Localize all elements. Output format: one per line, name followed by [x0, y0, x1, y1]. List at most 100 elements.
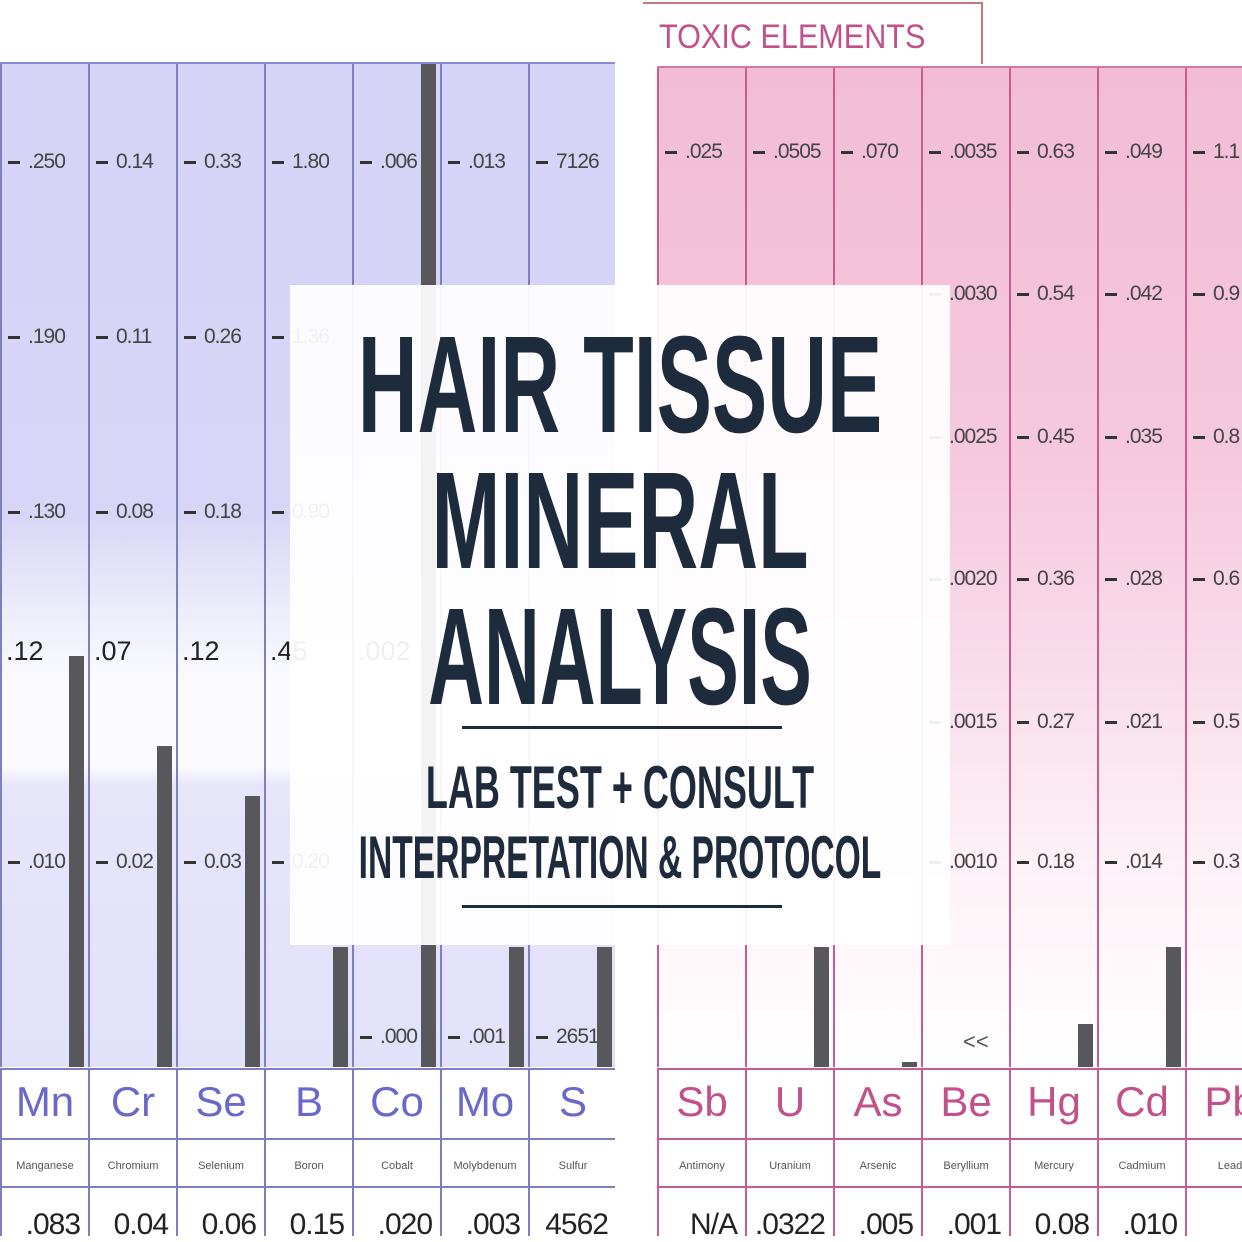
element-cell-s: S Sulfur 4562 — [528, 1068, 616, 1241]
tick-label: .000 — [360, 1025, 418, 1049]
element-cell-cd: Cd Cadmium .010 — [1097, 1068, 1185, 1241]
tick-label: 0.8 — [1193, 425, 1240, 449]
reference-label: .12 — [182, 636, 220, 666]
divider-top — [462, 726, 782, 729]
element-symbol: Cr — [110, 1078, 156, 1125]
tick-label: .0035 — [929, 140, 998, 164]
element-cell-b: B Boron 0.15 — [264, 1068, 352, 1241]
below-range-marker: << — [963, 1029, 989, 1054]
tick-label: 0.33 — [184, 150, 242, 174]
table-row-divider — [657, 1068, 1242, 1070]
tick-label: .0025 — [929, 425, 998, 449]
tick-label: 7126 — [536, 150, 600, 174]
element-symbol: B — [294, 1078, 323, 1125]
element-name: Boron — [294, 1160, 324, 1172]
element-name: Cobalt — [381, 1160, 413, 1172]
element-cell-se: Se Selenium 0.06 — [176, 1068, 264, 1241]
element-result: .083 — [25, 1208, 81, 1241]
title-line-2: MINERAL — [431, 444, 809, 598]
element-result: N/A — [689, 1208, 738, 1241]
element-name: Arsenic — [859, 1160, 897, 1172]
element-symbol: Pb — [1204, 1078, 1242, 1125]
title-line-3: ANALYSIS — [428, 580, 812, 734]
result-bar-b — [333, 946, 348, 1067]
element-cell-mn: Mn Manganese .083 — [0, 1068, 88, 1241]
tick-label: 0.6 — [1193, 567, 1240, 591]
column-pb: 1.1 0.9 0.8 0.6 0.5 0.3 — [1185, 68, 1242, 1067]
tick-label: .013 — [448, 150, 506, 174]
element-name: Sulfur — [558, 1160, 588, 1172]
tick-label: 0.03 — [184, 850, 242, 874]
element-cell-be: Be Beryllium .001 — [921, 1068, 1009, 1241]
column-se: 0.33 0.26 0.18 0.03 .12 — [176, 64, 264, 1067]
tick-label: .0010 — [929, 850, 998, 874]
element-name: Molybdenum — [453, 1160, 517, 1172]
tick-label: 0.11 — [96, 325, 152, 349]
tick-label: .0030 — [929, 282, 998, 306]
element-result: 0.04 — [113, 1208, 169, 1241]
element-name: Uranium — [769, 1160, 811, 1172]
element-symbol: Be — [940, 1078, 992, 1125]
result-bar-mn — [69, 655, 84, 1067]
element-symbol: S — [558, 1078, 587, 1125]
tick-label: .0505 — [753, 140, 822, 164]
tick-label: .190 — [8, 325, 66, 349]
element-cell-as: As Arsenic .005 — [833, 1068, 921, 1241]
tick-label: .049 — [1105, 140, 1163, 164]
element-symbol: U — [774, 1078, 806, 1125]
element-result: 4562 — [545, 1208, 609, 1241]
tick-label: 0.18 — [1017, 850, 1075, 874]
tick-label: .130 — [8, 500, 66, 524]
element-symbol: Sb — [676, 1078, 728, 1125]
title-line-1: HAIR TISSUE — [357, 308, 883, 462]
tick-label: .070 — [841, 140, 899, 164]
element-symbol: Cd — [1115, 1078, 1169, 1125]
element-symbol: As — [853, 1078, 903, 1125]
result-bar-cr — [157, 746, 172, 1067]
element-name: Cadmium — [1118, 1160, 1166, 1172]
tick-label: .014 — [1105, 850, 1163, 874]
subtitle-line-2: INTERPRETATION & PROTOCOL — [358, 824, 882, 891]
nutrient-elements-table: Mn Manganese .083 Cr Chromium 0.04 Se Selenium 0… — [0, 1068, 616, 1241]
table-row-divider — [657, 1186, 1242, 1188]
result-bar-as — [902, 1062, 917, 1067]
table-row-divider — [0, 1186, 615, 1188]
result-bar-cd — [1166, 947, 1181, 1067]
element-cell-hg: Hg Mercury 0.08 — [1009, 1068, 1097, 1241]
tick-label: 1.80 — [272, 150, 330, 174]
element-result: 0.06 — [201, 1208, 257, 1241]
tick-label: .010 — [8, 850, 66, 874]
element-symbol: Se — [195, 1078, 247, 1125]
element-result: .003 — [465, 1208, 521, 1241]
element-result: .0322 — [754, 1208, 826, 1241]
tick-label: .028 — [1105, 567, 1163, 591]
tick-label: .021 — [1105, 710, 1163, 734]
table-row-divider — [0, 1138, 615, 1140]
element-symbol: Mn — [15, 1078, 75, 1125]
element-cell-cr: Cr Chromium 0.04 — [88, 1068, 176, 1241]
tick-label: 0.9 — [1193, 282, 1240, 306]
subtitle-line-1: LAB TEST + CONSULT — [425, 754, 815, 821]
element-name: Antimony — [679, 1160, 725, 1172]
tick-label: 0.36 — [1017, 567, 1075, 591]
element-name: Selenium — [198, 1160, 244, 1172]
element-cell-sb: Sb Antimony N/A — [657, 1068, 745, 1241]
column-hg: 0.63 0.54 0.45 0.36 0.27 0.18 — [1009, 68, 1097, 1067]
toxic-elements-label: TOXIC ELEMENTS — [659, 18, 926, 56]
reference-label: .12 — [6, 636, 44, 666]
toxic-elements-header: TOXIC ELEMENTS — [643, 2, 983, 64]
element-name: Chromium — [107, 1160, 159, 1172]
tick-label: 2651 — [536, 1025, 600, 1049]
tick-label: 0.26 — [184, 325, 242, 349]
element-result: 0.15 — [289, 1208, 345, 1241]
element-symbol: Co — [370, 1078, 424, 1125]
element-name: Lead — [1217, 1160, 1242, 1172]
result-bar-hg — [1078, 1024, 1093, 1067]
tick-label: .0015 — [929, 710, 998, 734]
element-name: Manganese — [16, 1160, 74, 1172]
element-name: Mercury — [1034, 1160, 1074, 1172]
element-cell-pb: PbLead0 — [1185, 1068, 1242, 1236]
element-cell-co: Co Cobalt .020 — [352, 1068, 440, 1241]
tick-label: .001 — [448, 1025, 506, 1049]
result-bar-mo — [509, 946, 524, 1067]
